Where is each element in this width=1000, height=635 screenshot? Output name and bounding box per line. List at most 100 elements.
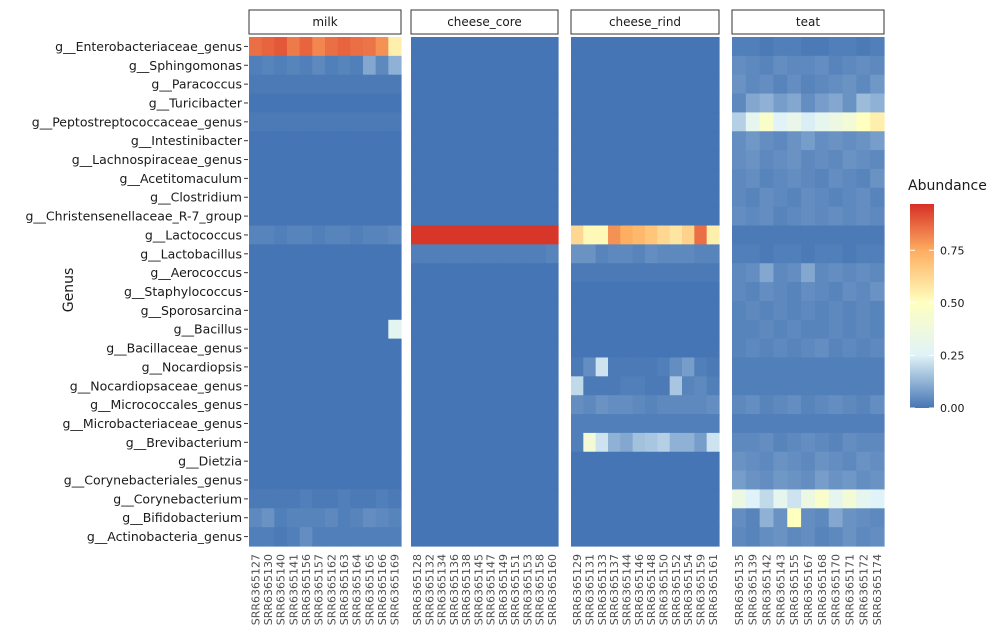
heatmap-cell xyxy=(261,470,275,491)
sample-tick-label: SRR6365138 xyxy=(460,554,473,625)
heatmap-cell xyxy=(657,244,671,264)
sample-tick-label: SRR6365161 xyxy=(707,554,720,625)
heatmap-cell xyxy=(447,168,461,189)
heatmap-cell xyxy=(533,376,547,396)
heatmap-cell xyxy=(460,376,473,396)
heatmap-cell xyxy=(287,357,301,377)
heatmap-cell xyxy=(732,187,747,208)
heatmap-cell xyxy=(435,508,449,528)
heatmap-cell xyxy=(620,55,634,76)
heatmap-cell xyxy=(801,300,816,321)
heatmap-cell xyxy=(325,131,339,151)
heatmap-cell xyxy=(312,93,326,114)
heatmap-cell xyxy=(388,338,402,359)
genus-tick-label: g__Actinobacteria_genus xyxy=(87,529,242,544)
heatmap-cell xyxy=(657,395,671,415)
heatmap-cell xyxy=(682,282,695,302)
heatmap-cell xyxy=(842,282,857,302)
heatmap-cell xyxy=(388,470,402,491)
heatmap-cell xyxy=(787,112,802,132)
heatmap-cell xyxy=(249,395,263,415)
heatmap-cell xyxy=(312,338,326,359)
heatmap-cell xyxy=(423,319,437,340)
heatmap-cell xyxy=(657,527,671,547)
heatmap-cell xyxy=(435,470,449,491)
heatmap-cell xyxy=(521,150,535,170)
heatmap-cell xyxy=(870,527,885,547)
heatmap-cell xyxy=(732,112,747,132)
heatmap-cell xyxy=(595,470,609,491)
heatmap-cell xyxy=(632,376,646,396)
heatmap-cell xyxy=(645,282,658,302)
heatmap-cell xyxy=(350,527,364,547)
heatmap-cell xyxy=(706,168,720,189)
heatmap-cell xyxy=(325,451,339,472)
heatmap-cell xyxy=(545,112,559,132)
heatmap-cell xyxy=(842,263,857,283)
heatmap-cell xyxy=(856,300,871,321)
heatmap-cell xyxy=(608,508,621,528)
heatmap-cell xyxy=(287,37,301,57)
heatmap-cell xyxy=(801,395,816,415)
genus-tick-label: g__Bifidobacterium xyxy=(122,510,242,525)
heatmap-cell xyxy=(595,451,609,472)
heatmap-cell xyxy=(261,150,275,170)
heatmap-cell xyxy=(682,338,695,359)
heatmap-cell xyxy=(620,206,634,227)
heatmap-cell xyxy=(682,376,695,396)
heatmap-cell xyxy=(801,187,816,208)
heatmap-cell xyxy=(509,206,522,227)
heatmap-cell xyxy=(472,112,486,132)
heatmap-cell xyxy=(521,244,535,264)
heatmap-cell xyxy=(801,432,816,453)
heatmap-cell xyxy=(521,527,535,547)
heatmap-cell xyxy=(287,150,301,170)
heatmap-cell xyxy=(375,338,389,359)
heatmap-cell xyxy=(595,527,609,547)
heatmap-cell xyxy=(732,206,747,227)
heatmap-cell xyxy=(801,93,816,114)
sample-tick-label: SRR6365141 xyxy=(287,554,300,625)
heatmap-cell xyxy=(632,168,646,189)
heatmap-cell xyxy=(435,376,449,396)
heatmap-cell xyxy=(533,206,547,227)
heatmap-cell xyxy=(261,37,275,57)
heatmap-cell xyxy=(706,244,720,264)
heatmap-cell xyxy=(388,432,402,453)
heatmap-cell xyxy=(337,37,351,57)
heatmap-cell xyxy=(423,168,437,189)
sample-tick-label: SRR6365135 xyxy=(733,554,746,625)
heatmap-cell xyxy=(325,187,339,208)
heatmap-cell xyxy=(435,74,449,95)
heatmap-cell xyxy=(645,131,658,151)
heatmap-cell xyxy=(595,168,609,189)
heatmap-cell xyxy=(801,225,816,245)
sample-tick-label: SRR6365142 xyxy=(761,554,774,625)
genus-tick-label: g__Enterobacteriaceae_genus xyxy=(55,39,242,54)
heatmap-cell xyxy=(249,244,263,264)
heatmap-cell xyxy=(325,244,339,264)
heatmap-cell xyxy=(801,112,816,132)
heatmap-cell xyxy=(325,225,339,245)
heatmap-cell xyxy=(745,55,761,76)
sample-tick-label: SRR6365132 xyxy=(423,554,436,625)
heatmap-cell xyxy=(423,282,437,302)
heatmap-cell xyxy=(521,508,535,528)
heatmap-cell xyxy=(472,74,486,95)
heatmap-cell xyxy=(787,338,802,359)
heatmap-cell xyxy=(706,55,720,76)
heatmap-cell xyxy=(337,74,351,95)
heatmap-cell xyxy=(312,74,326,95)
genus-tick-label: g__Micrococcales_genus xyxy=(90,397,242,412)
heatmap-cell xyxy=(312,470,326,491)
heatmap-cell xyxy=(533,489,547,509)
heatmap-cell xyxy=(842,395,857,415)
genus-tick-label: g__Nocardiopsaceae_genus xyxy=(70,378,242,393)
heatmap-cell xyxy=(496,37,510,57)
heatmap-cell xyxy=(337,263,351,283)
heatmap-cell xyxy=(261,112,275,132)
heatmap-cell xyxy=(496,376,510,396)
heatmap-cell xyxy=(745,338,761,359)
heatmap-cell xyxy=(460,74,473,95)
